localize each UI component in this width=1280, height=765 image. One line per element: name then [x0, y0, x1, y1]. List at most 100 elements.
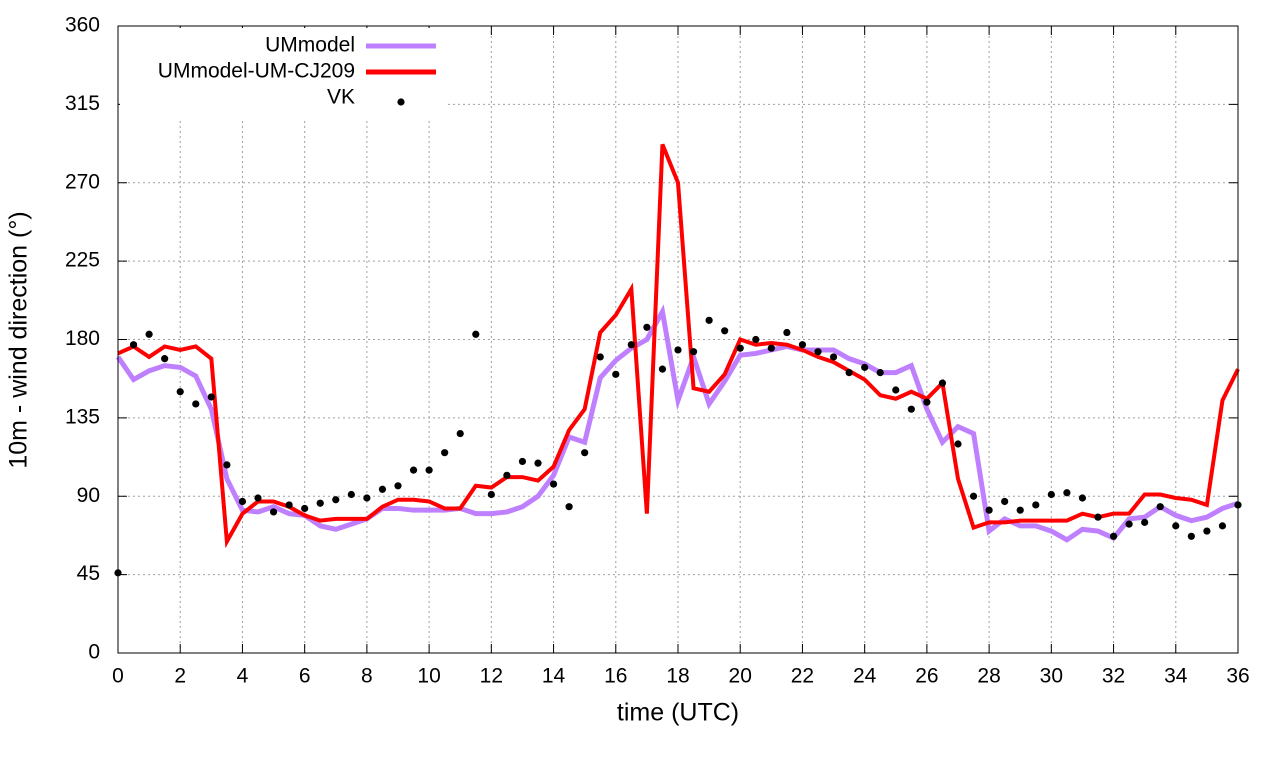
- data-point: [658, 365, 667, 373]
- y-tick-label: 360: [65, 14, 100, 37]
- data-point: [161, 355, 169, 363]
- data-point: [954, 440, 962, 448]
- data-point: [534, 459, 542, 467]
- data-point: [503, 471, 511, 479]
- data-point: [845, 368, 853, 377]
- x-tick-label: 0: [112, 665, 124, 688]
- x-tick-label: 18: [666, 665, 689, 688]
- data-point: [1109, 532, 1118, 540]
- data-point: [798, 341, 807, 349]
- x-tick-label: 34: [1164, 665, 1188, 688]
- x-tick-label: 6: [299, 665, 311, 688]
- data-point: [1032, 501, 1040, 509]
- data-point: [1094, 513, 1102, 521]
- data-point: [923, 398, 931, 406]
- data-point: [301, 504, 309, 513]
- data-point: [441, 449, 449, 457]
- data-point: [145, 330, 153, 338]
- x-tick-label: 20: [729, 665, 752, 688]
- x-tick-label: 14: [542, 665, 566, 688]
- y-tick-label: 270: [65, 170, 100, 193]
- data-point: [409, 466, 418, 474]
- x-axis-label: time (UTC): [617, 699, 739, 727]
- data-point: [783, 328, 791, 337]
- data-point: [347, 490, 355, 499]
- data-point: [643, 323, 651, 331]
- data-point: [1203, 527, 1211, 535]
- data-point: [1141, 518, 1149, 526]
- data-point: [596, 353, 604, 361]
- data-point: [425, 466, 433, 474]
- data-point: [456, 429, 464, 438]
- data-point: [254, 494, 262, 502]
- data-point: [363, 494, 371, 502]
- data-point: [223, 461, 231, 469]
- legend-label: UMmodel: [265, 34, 355, 57]
- data-point: [814, 348, 822, 356]
- data-point: [285, 501, 293, 509]
- legend-marker: [397, 98, 405, 106]
- data-point: [861, 363, 869, 371]
- data-point: [238, 497, 247, 506]
- data-point: [969, 492, 978, 500]
- x-tick-label: 10: [417, 665, 440, 688]
- data-point: [378, 485, 387, 493]
- x-tick-label: 36: [1226, 665, 1249, 688]
- y-tick-label: 135: [65, 405, 100, 428]
- data-point: [689, 348, 698, 356]
- y-tick-label: 315: [65, 92, 100, 115]
- data-point: [892, 386, 900, 394]
- data-point: [192, 400, 200, 408]
- data-point: [721, 327, 729, 335]
- data-point: [129, 341, 138, 349]
- data-point: [1078, 494, 1087, 502]
- data-point: [907, 405, 915, 413]
- x-tick-label: 24: [853, 665, 877, 688]
- data-point: [876, 368, 884, 377]
- y-tick-label: 225: [65, 249, 100, 272]
- x-tick-label: 22: [791, 665, 814, 688]
- data-point: [1125, 520, 1133, 528]
- data-point: [518, 457, 527, 466]
- data-point: [752, 335, 760, 344]
- x-tick-label: 16: [604, 665, 627, 688]
- data-point: [627, 341, 635, 349]
- x-tick-label: 28: [977, 665, 1000, 688]
- data-point: [176, 388, 184, 396]
- y-tick-label: 180: [65, 327, 100, 350]
- x-tick-label: 2: [174, 665, 186, 688]
- data-point: [829, 353, 838, 361]
- data-point: [674, 346, 682, 354]
- data-point: [487, 490, 495, 499]
- x-tick-label: 4: [237, 665, 249, 688]
- data-point: [269, 508, 278, 516]
- data-point: [565, 503, 573, 511]
- data-point: [1016, 506, 1024, 514]
- legend-label: UMmodel-UM-CJ209: [158, 60, 355, 83]
- data-point: [1187, 532, 1195, 540]
- data-point: [1063, 489, 1071, 497]
- data-point: [985, 506, 993, 514]
- data-point: [332, 496, 340, 504]
- data-point: [316, 499, 324, 507]
- data-point: [549, 480, 558, 488]
- x-tick-label: 26: [915, 665, 938, 688]
- data-point: [1172, 522, 1180, 530]
- series-line: [117, 143, 1240, 549]
- data-point: [394, 482, 402, 490]
- legend-label: VK: [327, 86, 355, 109]
- data-point: [736, 344, 744, 352]
- data-point: [581, 449, 589, 457]
- x-tick-label: 30: [1040, 665, 1063, 688]
- y-tick-label: 45: [77, 562, 100, 585]
- plot-frame: [117, 25, 1239, 654]
- x-tick-label: 8: [361, 665, 373, 688]
- data-point: [472, 330, 480, 338]
- y-tick-label: 0: [88, 641, 100, 664]
- data-point: [1218, 522, 1227, 530]
- data-point: [1156, 503, 1164, 511]
- data-point: [1001, 497, 1009, 506]
- x-tick-label: 32: [1102, 665, 1125, 688]
- data-point: [1047, 490, 1055, 499]
